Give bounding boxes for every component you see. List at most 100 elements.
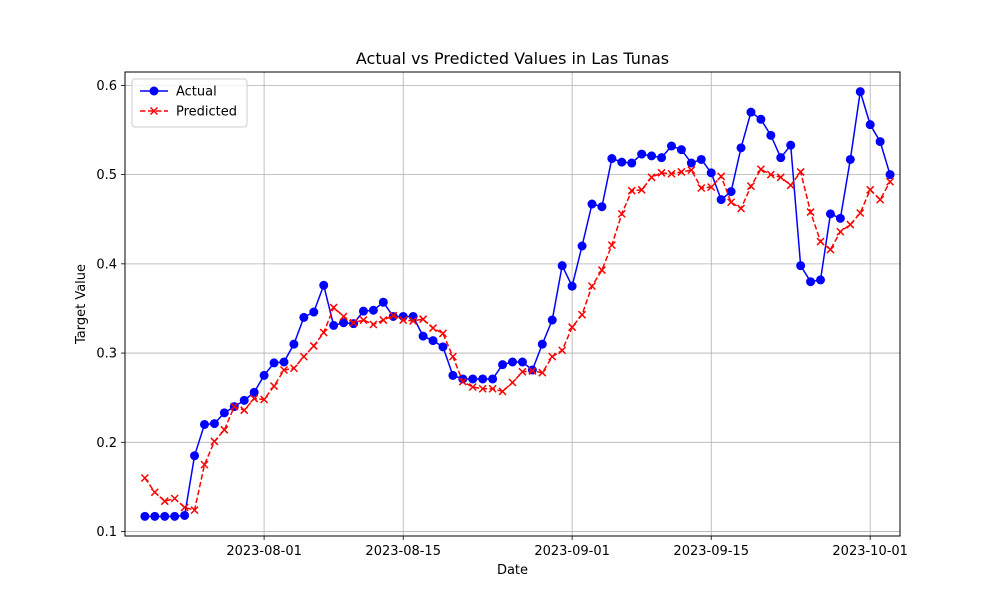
data-point-predicted xyxy=(279,366,289,375)
data-point-actual xyxy=(577,241,587,251)
data-point-predicted xyxy=(637,185,646,194)
x-tick-label: 2023-10-01 xyxy=(832,544,908,559)
data-point-actual xyxy=(498,360,508,370)
data-point-predicted xyxy=(329,303,338,312)
x-tick-label: 2023-08-01 xyxy=(226,544,302,559)
data-point-actual xyxy=(269,358,279,368)
data-point-actual xyxy=(825,209,835,219)
data-point-actual xyxy=(756,114,766,124)
data-point-predicted xyxy=(856,208,865,218)
data-point-actual xyxy=(140,511,150,521)
data-point-actual xyxy=(150,511,160,521)
data-point-actual xyxy=(786,140,796,150)
data-point-predicted xyxy=(806,208,815,217)
data-point-actual xyxy=(796,261,806,271)
data-point-predicted xyxy=(687,166,696,175)
data-point-predicted xyxy=(260,395,269,404)
data-point-predicted xyxy=(498,387,507,396)
data-point-actual xyxy=(627,158,637,168)
y-tick-label: 0.6 xyxy=(96,79,117,94)
data-point-predicted xyxy=(150,488,159,497)
y-axis-label: Target Value xyxy=(74,264,89,345)
x-tick-label: 2023-08-15 xyxy=(365,544,441,559)
data-point-actual xyxy=(746,107,756,117)
data-point-actual xyxy=(696,154,706,164)
data-point-predicted xyxy=(647,173,656,182)
y-tick-label: 0.5 xyxy=(96,168,117,183)
data-point-predicted xyxy=(468,382,477,392)
data-point-predicted xyxy=(667,169,676,178)
legend-marker-predicted xyxy=(149,106,159,116)
data-point-actual xyxy=(855,87,865,97)
data-point-predicted xyxy=(399,316,408,325)
data-point-actual xyxy=(845,154,855,164)
data-point-actual xyxy=(676,145,686,155)
data-point-predicted xyxy=(766,170,775,179)
data-point-actual xyxy=(190,451,200,461)
data-point-predicted xyxy=(587,282,597,291)
data-point-predicted xyxy=(210,437,219,446)
plot-frame xyxy=(124,71,901,537)
y-tick-label: 0.2 xyxy=(96,436,117,451)
data-point-actual xyxy=(537,339,547,349)
data-point-actual xyxy=(835,213,845,223)
data-point-actual xyxy=(736,143,746,153)
y-tick-label: 0.4 xyxy=(96,257,117,272)
data-point-predicted xyxy=(886,177,895,186)
data-point-actual xyxy=(517,357,527,367)
data-point-actual xyxy=(766,130,776,140)
data-point-actual xyxy=(885,170,895,180)
legend-item-actual: Actual xyxy=(140,85,217,100)
legend-label-predicted: Predicted xyxy=(176,105,237,120)
data-point-predicted xyxy=(657,168,666,177)
data-point-predicted xyxy=(448,352,457,361)
data-point-predicted xyxy=(717,172,726,181)
data-point-actual xyxy=(319,280,329,290)
data-point-predicted xyxy=(140,473,149,483)
legend-marker-actual xyxy=(149,86,159,96)
data-point-actual xyxy=(587,199,597,209)
data-point-predicted xyxy=(389,311,398,320)
data-point-actual xyxy=(438,342,448,352)
data-point-predicted xyxy=(240,406,249,415)
data-point-predicted xyxy=(160,497,169,506)
data-point-predicted xyxy=(458,377,467,386)
data-point-predicted xyxy=(876,195,885,204)
data-point-predicted xyxy=(379,316,388,325)
data-point-actual xyxy=(716,195,726,205)
data-point-predicted xyxy=(538,368,547,377)
x-tick-label: 2023-09-15 xyxy=(673,544,749,559)
data-point-predicted xyxy=(369,320,378,329)
chart-title: Actual vs Predicted Values in Las Tunas xyxy=(356,49,669,68)
data-point-predicted xyxy=(319,328,328,337)
data-point-predicted xyxy=(826,245,835,254)
x-axis-label: Date xyxy=(497,563,528,578)
data-point-predicted xyxy=(746,182,755,191)
data-point-predicted xyxy=(200,460,209,469)
data-point-predicted xyxy=(518,367,527,376)
data-point-actual xyxy=(259,370,269,380)
data-point-actual xyxy=(617,157,627,167)
data-point-predicted xyxy=(508,378,517,387)
data-point-actual xyxy=(428,336,438,346)
data-point-predicted xyxy=(796,167,805,176)
data-point-actual xyxy=(557,261,567,271)
data-point-predicted xyxy=(816,237,825,246)
data-point-predicted xyxy=(786,181,795,190)
data-point-predicted xyxy=(339,312,348,321)
data-point-predicted xyxy=(617,209,626,218)
legend-label-actual: Actual xyxy=(176,85,217,100)
data-point-actual xyxy=(468,374,478,384)
data-point-predicted xyxy=(250,394,259,403)
data-point-actual xyxy=(299,312,309,322)
data-point-actual xyxy=(368,305,378,315)
data-point-actual xyxy=(458,374,468,384)
data-point-actual xyxy=(289,339,299,349)
data-point-actual xyxy=(875,137,885,147)
data-point-predicted xyxy=(558,346,567,355)
data-point-predicted xyxy=(428,324,438,333)
data-point-predicted xyxy=(190,506,199,515)
data-point-actual xyxy=(239,395,249,405)
data-point-actual xyxy=(816,275,826,285)
x-tick-label: 2023-09-01 xyxy=(534,544,610,559)
